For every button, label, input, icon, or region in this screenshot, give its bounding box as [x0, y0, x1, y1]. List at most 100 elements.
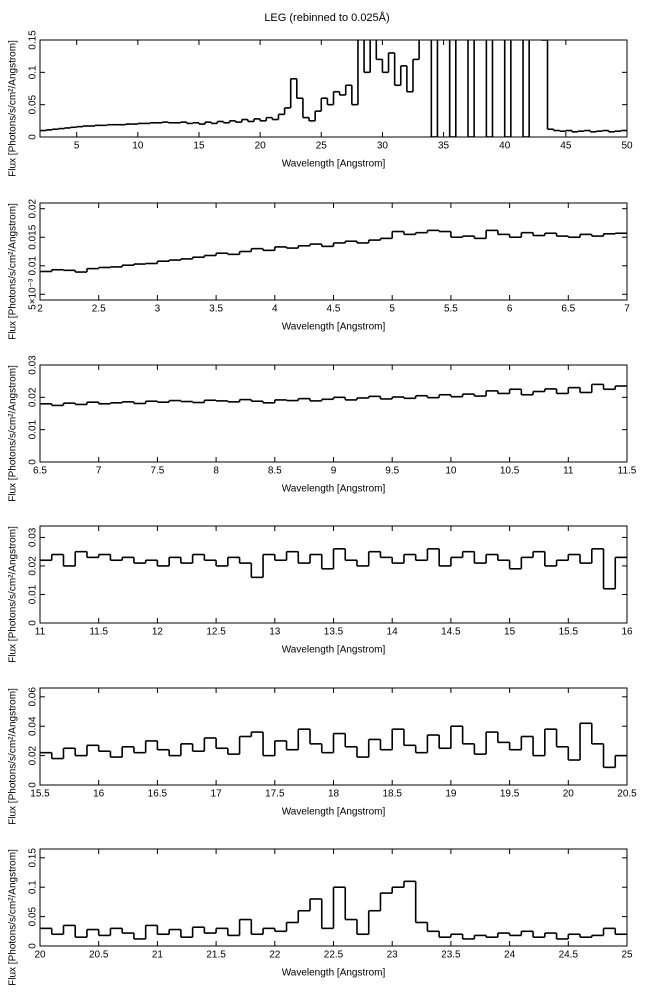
x-tick-label: 14: [387, 627, 399, 638]
x-tick-label: 17.5: [265, 789, 285, 800]
x-tick-label: 10: [445, 466, 457, 477]
x-tick-label: 15.5: [559, 627, 579, 638]
plot-area: [40, 548, 627, 590]
x-tick-label: 10: [132, 141, 144, 152]
plot-area: [40, 383, 627, 407]
x-tick-label: 3: [155, 304, 161, 315]
y-tick-label: 0.03: [28, 355, 39, 375]
y-tick-label: 0.015: [28, 224, 39, 249]
x-tick-label: 4.5: [327, 304, 341, 315]
x-tick-label: 24.5: [559, 950, 579, 961]
y-tick-label: 0.04: [28, 716, 39, 736]
x-tick-label: 2: [37, 304, 43, 315]
y-tick-label: 0: [28, 782, 39, 788]
x-tick-label: 16: [93, 789, 105, 800]
x-tick-label: 2.5: [92, 304, 106, 315]
x-tick-label: 12.5: [206, 627, 226, 638]
x-axis-label: Wavelength [Angstrom]: [282, 159, 386, 170]
y-tick-label: 0.1: [28, 880, 39, 894]
x-tick-label: 25: [316, 141, 328, 152]
plot-frame: [39, 525, 628, 624]
x-tick-label: 3.5: [209, 304, 223, 315]
step-riser: [45, 40, 622, 137]
x-tick-label: 21.5: [206, 950, 226, 961]
x-tick-label: 15: [504, 627, 516, 638]
step-riser: [50, 384, 617, 406]
step-riser: [50, 230, 617, 273]
x-tick-label: 35: [438, 141, 450, 152]
y-axis-label: Flux [Photons/s/cm²/Angstrom]: [8, 203, 19, 340]
plot-area: [40, 722, 627, 769]
y-tick-label: 0.05: [28, 94, 39, 114]
x-tick-label: 25: [621, 950, 633, 961]
x-tick-label: 6: [507, 304, 513, 315]
plot-frame: [39, 202, 628, 301]
step-riser: [50, 723, 617, 768]
y-tick-label: 0.02: [28, 387, 39, 407]
plot-area: [40, 880, 627, 940]
y-tick-label: 5×10⁻³: [28, 278, 39, 310]
x-tick-label: 23: [387, 950, 399, 961]
x-tick-label: 13: [269, 627, 281, 638]
y-tick-label: 0.01: [28, 256, 39, 276]
y-tick-label: 0.02: [28, 556, 39, 576]
x-tick-label: 16.5: [148, 789, 168, 800]
x-tick-label: 7.5: [150, 466, 164, 477]
x-tick-label: 6.5: [33, 466, 47, 477]
x-tick-label: 5.5: [444, 304, 458, 315]
y-tick-label: 0.01: [28, 419, 39, 439]
y-axis-label: Flux [Photons/s/cm²/Angstrom]: [8, 688, 19, 825]
x-tick-label: 20: [34, 950, 46, 961]
x-tick-label: 11: [35, 627, 46, 638]
y-tick-label: 0.1: [28, 65, 39, 79]
x-tick-label: 8: [213, 466, 219, 477]
plot-area: [40, 40, 627, 137]
x-tick-label: 10.5: [500, 466, 520, 477]
x-tick-label: 22: [269, 950, 281, 961]
figure-title: LEG (rebinned to 0.025Å): [264, 11, 389, 24]
x-tick-label: 21: [152, 950, 164, 961]
x-tick-label: 12: [152, 627, 164, 638]
y-tick-label: 0: [28, 943, 39, 949]
y-tick-label: 0.15: [28, 848, 39, 868]
x-tick-label: 5: [389, 304, 395, 315]
x-tick-label: 15: [193, 141, 205, 152]
step-riser: [50, 548, 617, 589]
x-axis-label: Wavelength [Angstrom]: [282, 322, 386, 333]
y-axis-label: Flux [Photons/s/cm²/Angstrom]: [8, 40, 19, 177]
x-tick-label: 18: [328, 789, 340, 800]
x-axis-label: Wavelength [Angstrom]: [282, 807, 386, 818]
x-tick-label: 16: [621, 627, 633, 638]
x-tick-label: 14.5: [441, 627, 461, 638]
step-riser: [50, 881, 617, 939]
y-tick-label: 0.02: [28, 745, 39, 765]
x-tick-label: 23.5: [441, 950, 461, 961]
x-tick-label: 19.5: [500, 789, 520, 800]
x-tick-label: 6.5: [561, 304, 575, 315]
x-tick-label: 20: [255, 141, 267, 152]
y-axis-label: Flux [Photons/s/cm²/Angstrom]: [8, 849, 19, 986]
y-tick-label: 0: [28, 134, 39, 140]
x-tick-label: 11: [563, 466, 574, 477]
x-axis-label: Wavelength [Angstrom]: [282, 968, 386, 979]
x-tick-label: 20.5: [617, 789, 637, 800]
x-tick-label: 9.5: [385, 466, 399, 477]
y-tick-label: 0.01: [28, 584, 39, 604]
x-axis-label: Wavelength [Angstrom]: [282, 645, 386, 656]
x-tick-label: 7: [96, 466, 102, 477]
x-tick-label: 24: [504, 950, 516, 961]
plot-frame: [39, 39, 628, 138]
x-tick-label: 7: [624, 304, 630, 315]
x-tick-label: 11.5: [618, 466, 637, 477]
y-tick-label: 0.15: [28, 30, 39, 50]
x-tick-label: 4: [272, 304, 278, 315]
x-tick-label: 40: [499, 141, 511, 152]
x-tick-label: 19: [445, 789, 457, 800]
x-axis-label: Wavelength [Angstrom]: [282, 484, 386, 495]
x-tick-label: 30: [377, 141, 389, 152]
y-tick-label: 0: [28, 459, 39, 465]
x-tick-label: 11.5: [89, 627, 108, 638]
x-tick-label: 20.5: [89, 950, 109, 961]
x-tick-label: 17: [211, 789, 223, 800]
